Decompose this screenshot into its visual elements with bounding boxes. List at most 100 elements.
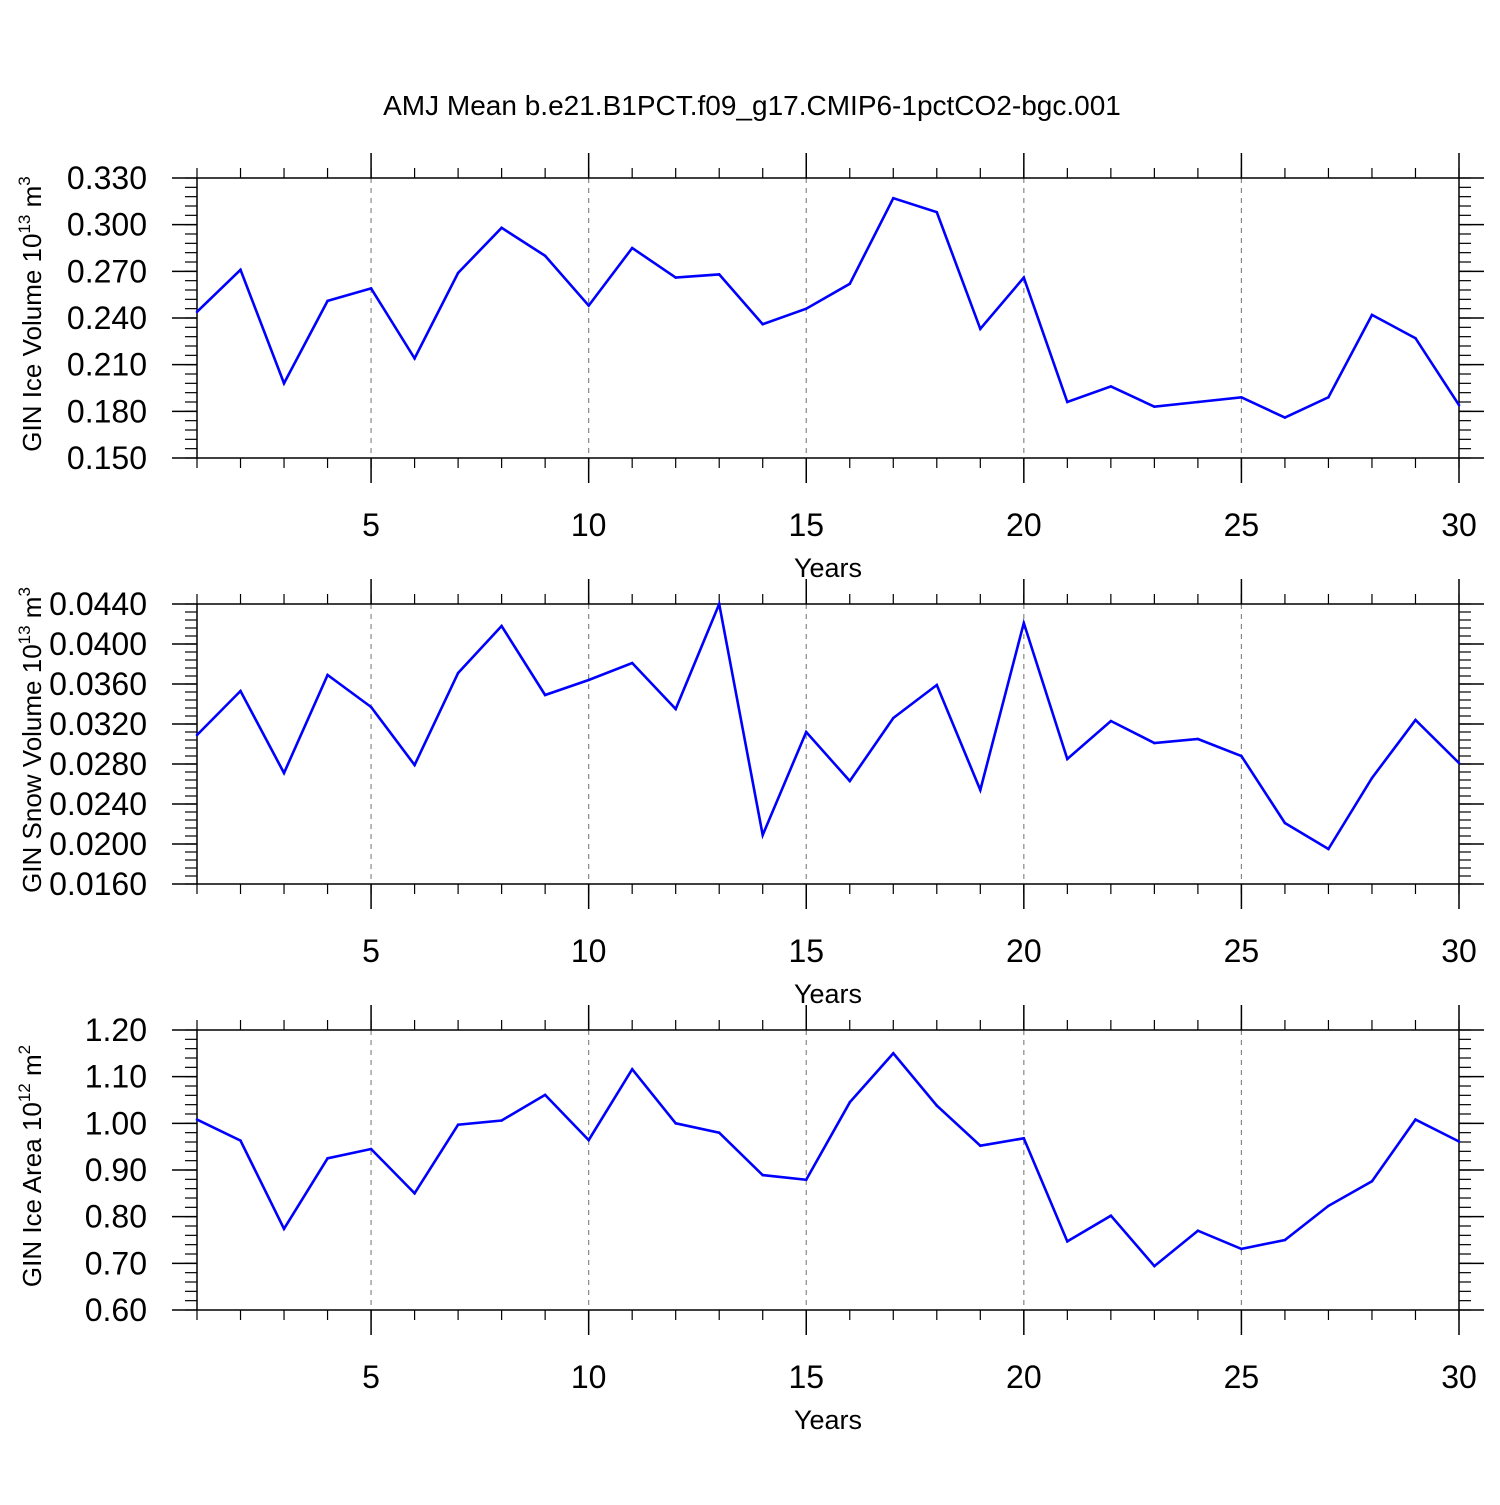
data-point <box>543 254 547 258</box>
data-point <box>630 1067 634 1071</box>
x-tick-label: 30 <box>1441 1359 1477 1395</box>
y-axis-title-exponent: 13 <box>15 215 34 234</box>
data-point <box>1240 1247 1243 1251</box>
data-point <box>195 733 199 737</box>
x-tick-label: 25 <box>1224 507 1260 543</box>
plot-frame <box>196 177 1460 459</box>
y-tick-label: 0.0320 <box>49 706 147 742</box>
y-tick-label: 0.90 <box>85 1152 147 1188</box>
data-point <box>587 678 590 682</box>
panel-1: 5 10 15 20 25 30 0.150 0.180 0.210 0.240 0.270 0.30… <box>15 153 1484 583</box>
data-point <box>543 1093 547 1097</box>
data-point <box>1283 1238 1287 1242</box>
data-point <box>630 661 634 665</box>
data-point <box>1370 1179 1374 1183</box>
data-point <box>935 210 939 214</box>
data-point <box>413 1192 416 1195</box>
panel-2: 5 10 15 20 25 30 0.0160 0.0200 0.0240 0.0280 0.032… <box>15 579 1484 1009</box>
data-point <box>804 1178 808 1182</box>
data-point <box>1022 621 1026 625</box>
data-point <box>369 705 373 709</box>
data-point <box>1109 385 1113 388</box>
y-tick-label: 0.270 <box>67 253 147 289</box>
data-point <box>1109 1214 1113 1218</box>
data-series-line <box>196 196 1461 420</box>
data-point <box>1022 1136 1026 1140</box>
x-tick-label: 30 <box>1441 933 1477 969</box>
data-point <box>456 271 460 275</box>
y-tick-label: 0.80 <box>85 1199 147 1235</box>
y-axis-title-exponent: 12 <box>15 1083 34 1102</box>
y-tick-label: 0.0240 <box>49 786 147 822</box>
data-point <box>1327 847 1330 851</box>
x-tick-label: 5 <box>362 1359 380 1395</box>
data-point <box>1414 718 1417 722</box>
data-point <box>1457 1140 1461 1143</box>
y-tick-label: 0.0280 <box>49 746 147 782</box>
data-series-line <box>196 599 1460 851</box>
data-series-line <box>196 1051 1460 1268</box>
data-point <box>326 673 329 677</box>
data-point <box>239 689 242 693</box>
y-tick-label: 0.180 <box>67 393 147 429</box>
data-point <box>195 310 199 314</box>
y-axis-title-main: GIN Ice Volume 10 <box>17 234 47 452</box>
data-point <box>456 1123 460 1127</box>
data-point <box>979 788 982 792</box>
data-point <box>1153 741 1156 745</box>
y-tick-label: 0.150 <box>67 440 147 476</box>
data-point <box>1327 396 1330 399</box>
data-point <box>1457 403 1461 407</box>
y-tick-label: 0.0440 <box>49 586 147 622</box>
y-axis-title-unit: m <box>17 186 47 215</box>
x-tick-label: 15 <box>788 1359 824 1395</box>
data-point <box>500 1119 503 1122</box>
x-tick-label: 10 <box>571 507 607 543</box>
data-point <box>1370 776 1374 780</box>
plot-frame <box>196 1029 1460 1311</box>
data-point <box>1066 757 1069 761</box>
data-point <box>282 1227 286 1231</box>
data-point <box>935 1104 939 1107</box>
data-point <box>1414 336 1417 340</box>
y-axis-title-unit-exponent: 2 <box>15 1045 34 1054</box>
data-point <box>1414 1118 1417 1121</box>
data-point <box>1196 1229 1200 1232</box>
data-point <box>804 307 808 310</box>
data-point <box>935 683 939 687</box>
x-tick-label: 25 <box>1224 1359 1260 1395</box>
data-point <box>717 273 721 276</box>
y-axis-title-unit-exponent: 3 <box>15 176 34 185</box>
y-tick-label: 0.210 <box>67 347 147 383</box>
y-tick-label: 0.330 <box>67 160 147 196</box>
data-point <box>413 357 416 360</box>
data-point <box>1109 719 1113 723</box>
data-point <box>239 268 242 272</box>
data-point <box>891 1052 895 1055</box>
y-tick-label: 0.0360 <box>49 666 147 702</box>
data-point <box>1196 737 1200 741</box>
panel-3: 5 10 15 20 25 30 0.60 0.70 0.80 0.90 1.00 1.10 1.20 Y… <box>15 1005 1484 1435</box>
y-axis-title-unit: m <box>17 597 47 626</box>
data-point <box>1370 313 1374 317</box>
y-axis-title-main: GIN Snow Volume 10 <box>17 644 47 893</box>
data-point <box>717 602 721 606</box>
data-point <box>674 276 677 279</box>
data-point <box>761 322 765 326</box>
plot-frame <box>196 603 1460 885</box>
data-point <box>848 1101 852 1104</box>
x-tick-label: 20 <box>1006 1359 1042 1395</box>
data-point <box>1153 405 1156 408</box>
data-point <box>1457 761 1461 765</box>
x-tick-label: 20 <box>1006 933 1042 969</box>
data-point <box>326 299 329 303</box>
data-point <box>1022 276 1026 279</box>
y-axis-title: GIN Snow Volume 1013 m3 <box>15 587 47 893</box>
data-point <box>674 1122 677 1125</box>
data-point <box>674 707 677 711</box>
x-axis-title: Years <box>794 1405 862 1435</box>
x-tick-label: 25 <box>1224 933 1260 969</box>
data-point <box>1066 1240 1069 1243</box>
